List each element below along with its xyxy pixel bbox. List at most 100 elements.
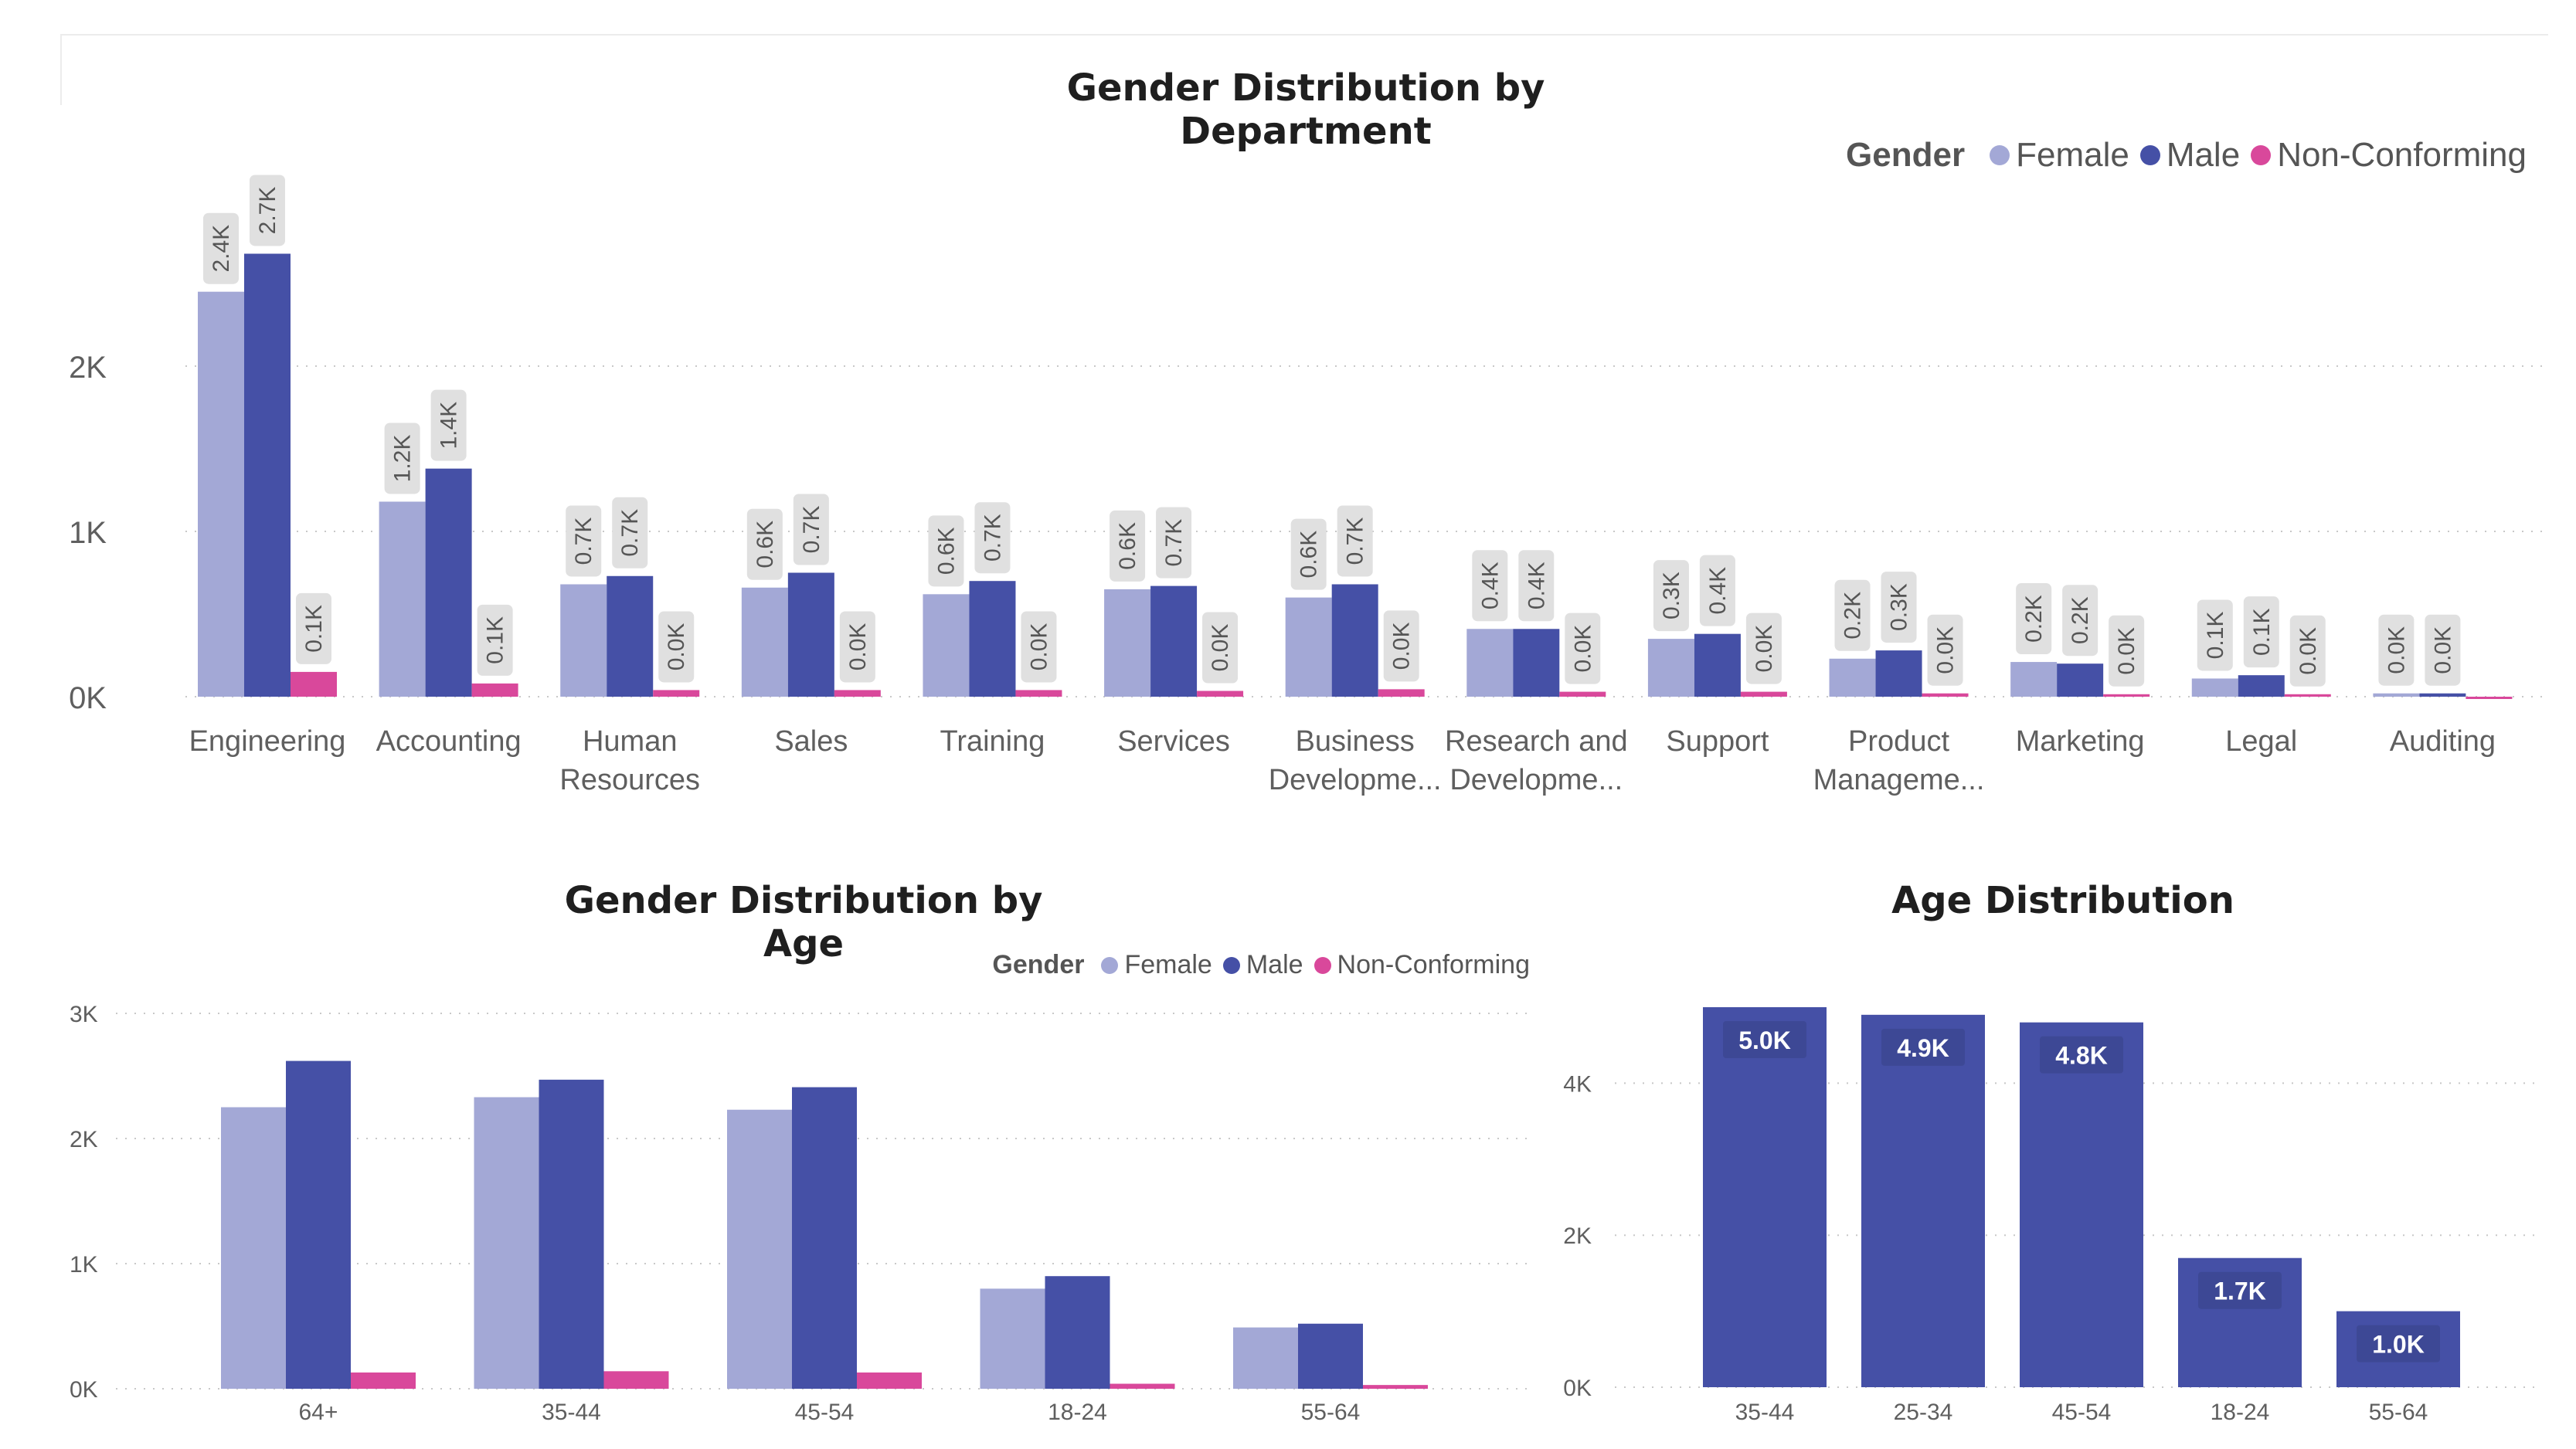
bar-nonconforming	[1110, 1383, 1175, 1389]
data-label-background	[1518, 550, 1555, 622]
data-label: 0.0K	[2296, 627, 2321, 675]
bar-female	[221, 1107, 286, 1389]
y-tick-label: 0K	[70, 1377, 98, 1403]
dept-chart-title: Gender Distribution by Department	[1066, 66, 1545, 153]
data-label-background	[1202, 612, 1239, 684]
bar-male	[244, 253, 291, 697]
y-tick-label: 0K	[1563, 1376, 1592, 1401]
x-tick-label: 18-24	[1048, 1400, 1107, 1425]
data-label: 1.4K	[437, 402, 462, 450]
data-label-background	[2198, 1271, 2282, 1309]
bar-age	[1861, 1014, 1985, 1387]
y-tick-label: 2K	[1563, 1223, 1592, 1249]
x-tick-label: Manageme...	[1813, 764, 1985, 796]
age-gender-chart-legend[interactable]: Gender Female Male Non-Conforming	[992, 950, 1530, 980]
data-label-background	[1653, 560, 1689, 632]
x-tick-label: 35-44	[1735, 1400, 1795, 1425]
data-label-background	[1110, 510, 1146, 582]
data-label-background	[612, 497, 648, 568]
bar-male	[1513, 629, 1560, 697]
age-legend-label-male: Male	[1246, 950, 1303, 979]
data-label-background	[1723, 1021, 1806, 1058]
data-label-background	[2289, 615, 2326, 687]
bar-nonconforming	[1015, 690, 1062, 697]
bar-male	[286, 1060, 351, 1389]
data-label-background	[1745, 613, 1782, 684]
bar-nonconforming	[1197, 691, 1244, 697]
data-label-background	[2357, 1325, 2440, 1362]
age-legend-item-male[interactable]: Male	[1222, 950, 1303, 980]
x-tick-label: 45-54	[2052, 1400, 2112, 1425]
data-label-background	[746, 508, 783, 580]
bar-nonconforming	[1378, 689, 1425, 697]
y-tick-label: 0K	[69, 681, 107, 715]
male-swatch-icon	[1222, 956, 1240, 974]
bar-nonconforming	[834, 690, 881, 697]
nonconforming-swatch-icon	[1313, 956, 1331, 974]
bar-male	[1694, 633, 1741, 697]
data-label: 0.0K	[1026, 623, 1052, 671]
dept-chart-plot[interactable]: 0K 1K 2K 2.4K 2.7K 0.1K Engineering 1.2K 1.4K 0.1…	[0, 0, 2576, 819]
data-label-background	[566, 505, 602, 577]
data-label: 0.2K	[2068, 596, 2093, 644]
bar-nonconforming	[2284, 694, 2331, 697]
x-tick-label: Business	[1296, 725, 1415, 758]
bar-male	[792, 1087, 857, 1389]
age-gender-chart-panel[interactable]: Gender Distribution by Age Gender Female…	[0, 850, 1545, 1449]
y-tick-label: 4K	[1563, 1071, 1592, 1097]
legend-label-nonconforming: Non-Conforming	[2277, 136, 2527, 174]
legend-item-female[interactable]: Female	[1990, 136, 2129, 175]
legend-item-male[interactable]: Male	[2139, 136, 2240, 175]
data-label: 0.6K	[1115, 522, 1140, 570]
x-tick-label: Product	[1848, 725, 1949, 758]
data-label: 0.7K	[571, 518, 596, 565]
age-distribution-plot[interactable]: 0K 2K 4K 5.0K 35-44 4.9K 25-34 4.8K 45-54 1.7K 18-…	[1545, 850, 2576, 1449]
bar-female	[1829, 658, 1876, 697]
x-tick-label: Training	[940, 725, 1045, 758]
data-label: 0.7K	[980, 514, 1005, 562]
data-label: 0.4K	[1477, 562, 1503, 609]
bar-female	[923, 594, 970, 697]
data-label: 0.0K	[2114, 627, 2139, 675]
bar-male	[1331, 584, 1378, 697]
x-tick-label: 35-44	[542, 1400, 601, 1425]
age-legend-item-nonconforming[interactable]: Non-Conforming	[1313, 950, 1530, 980]
female-swatch-icon	[1990, 145, 2010, 165]
legend-item-nonconforming[interactable]: Non-Conforming	[2251, 136, 2527, 175]
data-label: 1.0K	[2372, 1331, 2425, 1359]
data-label-background	[1021, 611, 1057, 683]
data-label: 2.7K	[255, 187, 280, 235]
bar-male	[539, 1079, 604, 1389]
dept-chart-legend[interactable]: Gender Female Male Non-Conforming	[1846, 136, 2527, 175]
bar-male	[425, 468, 472, 697]
age-gender-chart-plot[interactable]: 0K 1K 2K 3K 64+ 35-44 45-54 18-24 55-64	[0, 850, 1545, 1449]
bar-age	[1703, 1007, 1827, 1387]
data-label: 0.0K	[1752, 625, 1777, 673]
nonconforming-swatch-icon	[2251, 145, 2272, 165]
y-tick-label: 2K	[69, 351, 107, 385]
age-distribution-panel[interactable]: Age Distribution 0K 2K 4K 5.0K 35-44 4.9K 25-3…	[1545, 850, 2576, 1449]
x-tick-label: 25-34	[1894, 1400, 1953, 1425]
age-legend-label-nonconforming: Non-Conforming	[1337, 950, 1530, 979]
bar-female	[474, 1097, 539, 1389]
bar-male	[2057, 663, 2104, 697]
age-legend-item-female[interactable]: Female	[1101, 950, 1212, 980]
bar-male	[969, 581, 1016, 697]
data-label: 4.8K	[2055, 1042, 2108, 1070]
x-tick-label: 64+	[299, 1400, 338, 1425]
data-label-background	[1699, 555, 1735, 626]
data-label: 2.4K	[209, 225, 234, 273]
data-label: 0.0K	[1389, 623, 1415, 670]
bar-female	[2191, 678, 2238, 697]
bar-nonconforming	[351, 1372, 416, 1389]
data-label: 0.6K	[753, 521, 778, 568]
data-label: 0.2K	[1840, 592, 1866, 640]
dept-chart-panel[interactable]: Gender Distribution by Department Gender…	[0, 0, 2576, 819]
data-label-background	[1383, 610, 1419, 682]
data-label-background	[1337, 505, 1373, 577]
data-label: 0.0K	[1570, 625, 1596, 673]
bar-female	[1285, 597, 1332, 697]
legend-label-female: Female	[2016, 136, 2129, 174]
bar-male	[1875, 650, 1922, 697]
data-label-background	[477, 604, 513, 676]
